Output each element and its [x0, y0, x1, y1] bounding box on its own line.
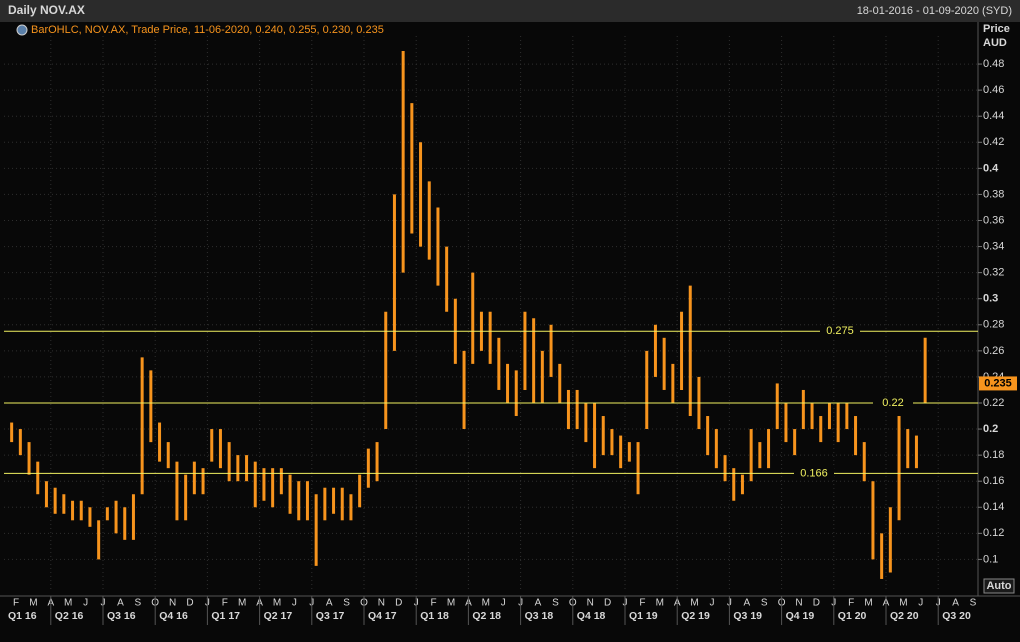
x-tick-label: F: [431, 598, 437, 609]
x-tick-label: J: [292, 598, 297, 609]
x-tick-label: A: [117, 598, 124, 609]
chart-title: Daily NOV.AX: [8, 3, 85, 17]
header-bar: [0, 0, 1020, 22]
quarter-label: Q2 17: [264, 610, 293, 622]
x-tick-label: M: [899, 598, 907, 609]
x-tick-label: N: [795, 598, 802, 609]
x-tick-label: S: [970, 598, 977, 609]
x-tick-label: M: [690, 598, 698, 609]
quarter-label: Q2 18: [472, 610, 501, 622]
y-tick-label: 0.34: [983, 240, 1004, 252]
y-tick-label: 0.12: [983, 527, 1004, 539]
x-tick-label: D: [186, 598, 193, 609]
x-tick-label: S: [134, 598, 141, 609]
y-tick-label: 0.2: [983, 423, 998, 435]
last-price-label: 0.235: [984, 377, 1012, 389]
x-tick-label: S: [552, 598, 559, 609]
y-tick-label: 0.28: [983, 319, 1004, 331]
x-tick-label: N: [169, 598, 176, 609]
quarter-label: Q4 17: [368, 610, 397, 622]
quarter-label: Q1 18: [420, 610, 449, 622]
x-tick-label: J: [710, 598, 715, 609]
y-tick-label: 0.26: [983, 345, 1004, 357]
x-tick-label: M: [656, 598, 664, 609]
quarter-label: Q4 16: [159, 610, 188, 622]
y-tick-label: 0.4: [983, 162, 999, 174]
quarter-label: Q2 20: [890, 610, 919, 622]
level-label-bg: [873, 396, 913, 409]
x-tick-label: M: [64, 598, 72, 609]
x-tick-label: J: [918, 598, 923, 609]
x-tick-label: N: [378, 598, 385, 609]
level-label-bg: [794, 467, 834, 480]
quarter-label: Q4 19: [786, 610, 815, 622]
last-price-box: [979, 376, 1017, 391]
x-tick-label: F: [13, 598, 19, 609]
y-tick-label: 0.3: [983, 293, 998, 305]
y-tick-label: 0.18: [983, 449, 1004, 461]
auto-button[interactable]: [983, 578, 1015, 594]
quarter-label: Q3 19: [733, 610, 762, 622]
x-tick-label: S: [761, 598, 768, 609]
x-tick-label: M: [447, 598, 455, 609]
y-axis-unit: AUD: [983, 37, 1007, 49]
y-tick-label: 0.46: [983, 84, 1004, 96]
y-axis-label: Price: [983, 23, 1010, 35]
y-tick-label: 0.42: [983, 136, 1004, 148]
y-tick-label: 0.32: [983, 267, 1004, 279]
x-tick-label: F: [848, 598, 854, 609]
date-range: 18-01-2016 - 01-09-2020 (SYD): [857, 5, 1012, 17]
x-tick-label: D: [813, 598, 820, 609]
quarter-label: Q1 19: [629, 610, 658, 622]
x-tick-label: S: [343, 598, 350, 609]
level-label-bg: [820, 325, 860, 338]
quarter-label: Q3 16: [107, 610, 136, 622]
legend-icon[interactable]: [16, 24, 28, 36]
x-tick-label: F: [222, 598, 228, 609]
x-tick-label: N: [587, 598, 594, 609]
quarter-label: Q3 17: [316, 610, 345, 622]
x-tick-label: A: [743, 598, 750, 609]
x-tick-label: M: [864, 598, 872, 609]
x-tick-label: F: [639, 598, 645, 609]
legend: BarOHLC, NOV.AX, Trade Price, 11-06-2020…: [31, 24, 384, 36]
x-tick-label: M: [482, 598, 490, 609]
y-tick-label: 0.44: [983, 110, 1004, 122]
x-tick-label: D: [395, 598, 402, 609]
quarter-label: Q4 18: [577, 610, 606, 622]
y-tick-label: 0.48: [983, 58, 1004, 70]
x-tick-label: J: [83, 598, 88, 609]
quarter-label: Q3 20: [942, 610, 971, 622]
quarter-label: Q1 20: [838, 610, 867, 622]
quarter-label: Q1 16: [8, 610, 37, 622]
y-tick-label: 0.36: [983, 214, 1004, 226]
level-label: 0.22: [882, 397, 903, 409]
level-label: 0.166: [800, 467, 828, 479]
quarter-label: Q3 18: [525, 610, 554, 622]
x-tick-label: A: [535, 598, 542, 609]
x-tick-label: D: [604, 598, 611, 609]
x-tick-label: M: [238, 598, 246, 609]
x-tick-label: J: [501, 598, 506, 609]
x-tick-label: M: [29, 598, 37, 609]
quarter-label: Q1 17: [211, 610, 240, 622]
y-tick-label: 0.14: [983, 501, 1004, 513]
auto-label: Auto: [986, 580, 1011, 592]
x-tick-label: A: [326, 598, 333, 609]
y-tick-label: 0.16: [983, 475, 1004, 487]
x-tick-label: A: [952, 598, 959, 609]
y-tick-label: 0.38: [983, 188, 1004, 200]
level-label: 0.275: [826, 325, 854, 337]
x-tick-label: M: [273, 598, 281, 609]
y-tick-label: 0.22: [983, 397, 1004, 409]
quarter-label: Q2 19: [681, 610, 710, 622]
quarter-label: Q2 16: [55, 610, 84, 622]
y-tick-label: 0.1: [983, 553, 998, 565]
